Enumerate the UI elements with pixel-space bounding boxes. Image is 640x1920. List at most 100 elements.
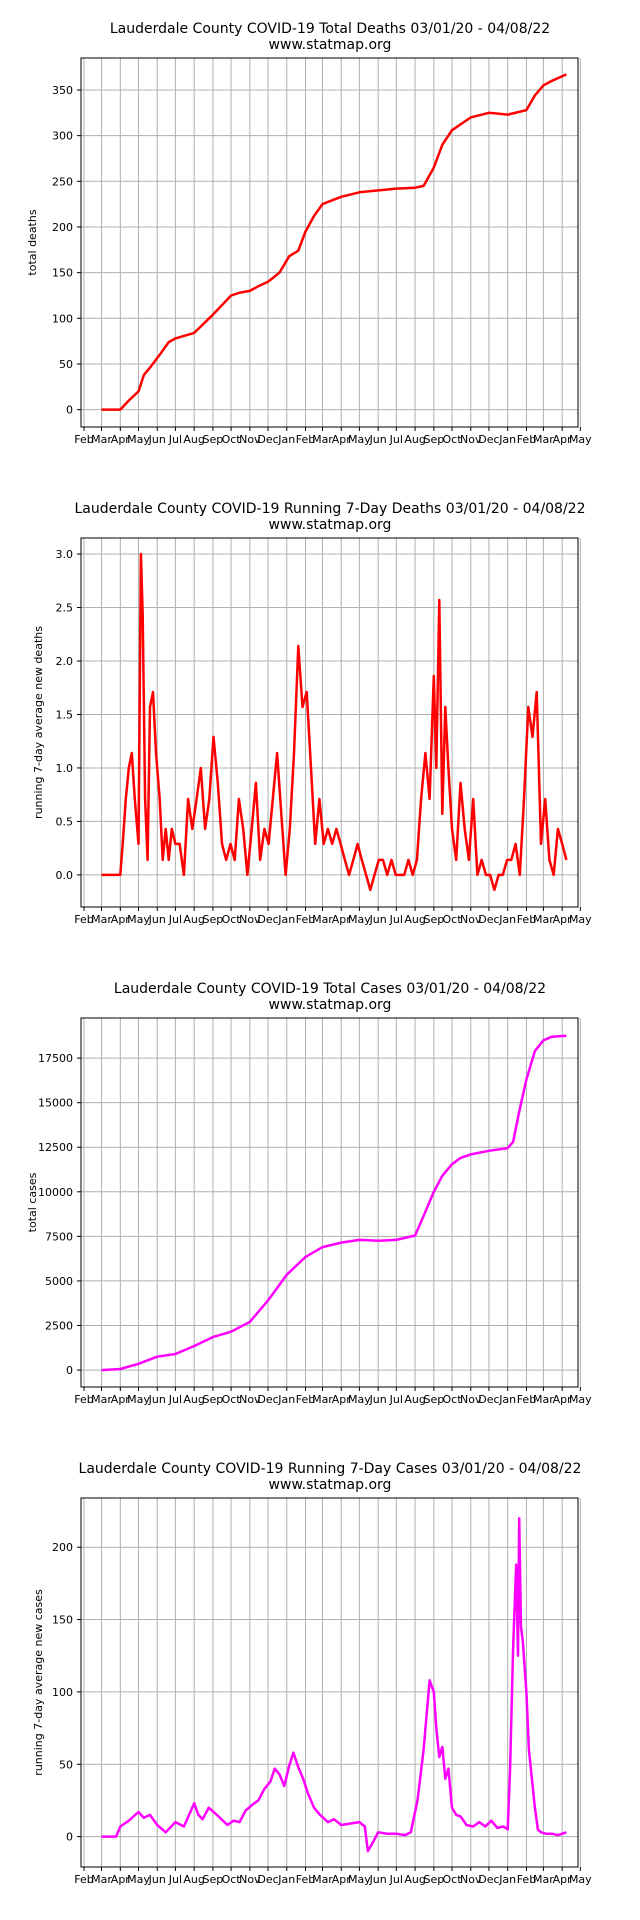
x-tick-label: Apr bbox=[111, 1393, 131, 1406]
x-tick-label: Aug bbox=[404, 433, 425, 446]
x-tick-label: Apr bbox=[332, 913, 352, 926]
y-axis-label: total cases bbox=[26, 1172, 39, 1232]
x-tick-label: May bbox=[569, 1393, 592, 1406]
x-tick-label: Mar bbox=[91, 433, 112, 446]
x-tick-label: Feb bbox=[296, 1873, 315, 1886]
chart-subtitle: www.statmap.org bbox=[269, 1477, 392, 1493]
y-tick-label: 100 bbox=[52, 1686, 73, 1699]
x-tick-label: Sep bbox=[423, 1873, 444, 1886]
x-tick-label: Jun bbox=[148, 1873, 166, 1886]
y-tick-label: 15000 bbox=[38, 1097, 73, 1110]
x-tick-label: Oct bbox=[442, 913, 462, 926]
x-tick-label: Jun bbox=[148, 433, 166, 446]
x-tick-label: Jan bbox=[498, 433, 516, 446]
x-tick-label: Aug bbox=[404, 1873, 425, 1886]
plot-frame bbox=[80, 1017, 579, 1388]
x-tick-label: Jul bbox=[389, 1393, 403, 1406]
y-tick-label: 1.5 bbox=[56, 708, 74, 721]
x-tick-label: Sep bbox=[203, 1873, 224, 1886]
x-tick-label: Apr bbox=[332, 1393, 352, 1406]
chart-panel-4: Lauderdale County COVID-19 Running 7-Day… bbox=[32, 1461, 592, 1886]
x-tick-label: Mar bbox=[312, 913, 333, 926]
x-tick-label: Aug bbox=[404, 913, 425, 926]
y-axis-label: total deaths bbox=[26, 209, 39, 275]
x-tick-label: Nov bbox=[239, 913, 261, 926]
y-tick-label: 1.0 bbox=[56, 762, 74, 775]
plot-frame bbox=[80, 537, 579, 908]
y-tick-label: 3.0 bbox=[56, 548, 74, 561]
y-tick-label: 0 bbox=[66, 404, 73, 417]
series-line-1 bbox=[101, 552, 568, 892]
y-tick-label: 150 bbox=[52, 267, 73, 280]
x-tick-label: Sep bbox=[203, 1393, 224, 1406]
x-tick-label: Sep bbox=[203, 433, 224, 446]
x-tick-label: Jun bbox=[148, 1393, 166, 1406]
x-tick-label: Oct bbox=[222, 433, 242, 446]
x-tick-label: Jul bbox=[168, 433, 182, 446]
x-tick-label: Nov bbox=[239, 433, 261, 446]
y-tick-label: 350 bbox=[52, 84, 73, 97]
x-tick-label: Dec bbox=[257, 1873, 278, 1886]
x-tick-label: Mar bbox=[91, 913, 112, 926]
y-tick-label: 5000 bbox=[45, 1275, 73, 1288]
x-tick-label: May bbox=[348, 433, 371, 446]
chart-subtitle: www.statmap.org bbox=[269, 997, 392, 1013]
x-tick-label: Sep bbox=[423, 913, 444, 926]
x-tick-label: Aug bbox=[183, 1393, 204, 1406]
x-tick-label: Feb bbox=[74, 433, 93, 446]
x-tick-label: Aug bbox=[183, 433, 204, 446]
x-tick-label: Aug bbox=[183, 1873, 204, 1886]
y-tick-label: 0.0 bbox=[56, 869, 74, 882]
chart-panel-2: Lauderdale County COVID-19 Running 7-Day… bbox=[32, 501, 592, 926]
x-tick-label: Feb bbox=[517, 913, 536, 926]
x-tick-label: Jul bbox=[389, 913, 403, 926]
x-tick-label: Nov bbox=[460, 1873, 482, 1886]
x-tick-label: Apr bbox=[111, 1873, 131, 1886]
x-tick-label: Oct bbox=[442, 1393, 462, 1406]
y-tick-label: 150 bbox=[52, 1614, 73, 1627]
y-tick-label: 2.5 bbox=[56, 602, 74, 615]
x-tick-label: Feb bbox=[517, 433, 536, 446]
y-tick-label: 10000 bbox=[38, 1186, 73, 1199]
x-tick-label: Dec bbox=[478, 913, 499, 926]
y-tick-label: 0.5 bbox=[56, 815, 74, 828]
x-tick-label: Jan bbox=[277, 1873, 295, 1886]
x-tick-label: Jan bbox=[277, 433, 295, 446]
x-tick-label: Jan bbox=[498, 1393, 516, 1406]
y-tick-label: 7500 bbox=[45, 1230, 73, 1243]
x-tick-label: Feb bbox=[74, 1393, 93, 1406]
x-tick-label: Jan bbox=[277, 913, 295, 926]
x-tick-label: Apr bbox=[111, 433, 131, 446]
x-tick-label: Feb bbox=[74, 1873, 93, 1886]
x-tick-label: Oct bbox=[442, 1873, 462, 1886]
x-tick-label: Mar bbox=[312, 1873, 333, 1886]
x-tick-label: Sep bbox=[423, 1393, 444, 1406]
y-tick-label: 2500 bbox=[45, 1320, 73, 1333]
x-tick-label: Feb bbox=[296, 913, 315, 926]
x-tick-label: Feb bbox=[296, 1393, 315, 1406]
x-tick-label: Oct bbox=[442, 433, 462, 446]
y-tick-label: 2.0 bbox=[56, 655, 74, 668]
y-tick-label: 12500 bbox=[38, 1141, 73, 1154]
x-tick-label: Jun bbox=[148, 913, 166, 926]
y-tick-label: 300 bbox=[52, 130, 73, 143]
x-tick-label: Apr bbox=[332, 1873, 352, 1886]
x-tick-label: Nov bbox=[239, 1873, 261, 1886]
x-tick-label: Jul bbox=[389, 1873, 403, 1886]
x-tick-label: May bbox=[348, 913, 371, 926]
x-tick-label: Jul bbox=[168, 913, 182, 926]
x-tick-label: Mar bbox=[533, 433, 554, 446]
x-tick-label: Aug bbox=[183, 913, 204, 926]
chart-title: Lauderdale County COVID-19 Running 7-Day… bbox=[75, 501, 586, 517]
x-tick-label: Sep bbox=[203, 913, 224, 926]
x-tick-label: Jul bbox=[389, 433, 403, 446]
series-line-1 bbox=[101, 73, 567, 411]
x-tick-label: Mar bbox=[533, 1393, 554, 1406]
x-tick-label: Mar bbox=[533, 1873, 554, 1886]
x-tick-label: Apr bbox=[111, 913, 131, 926]
x-tick-label: Feb bbox=[517, 1393, 536, 1406]
x-tick-label: Mar bbox=[312, 1393, 333, 1406]
y-tick-label: 0 bbox=[66, 1831, 73, 1844]
x-tick-label: Mar bbox=[91, 1393, 112, 1406]
